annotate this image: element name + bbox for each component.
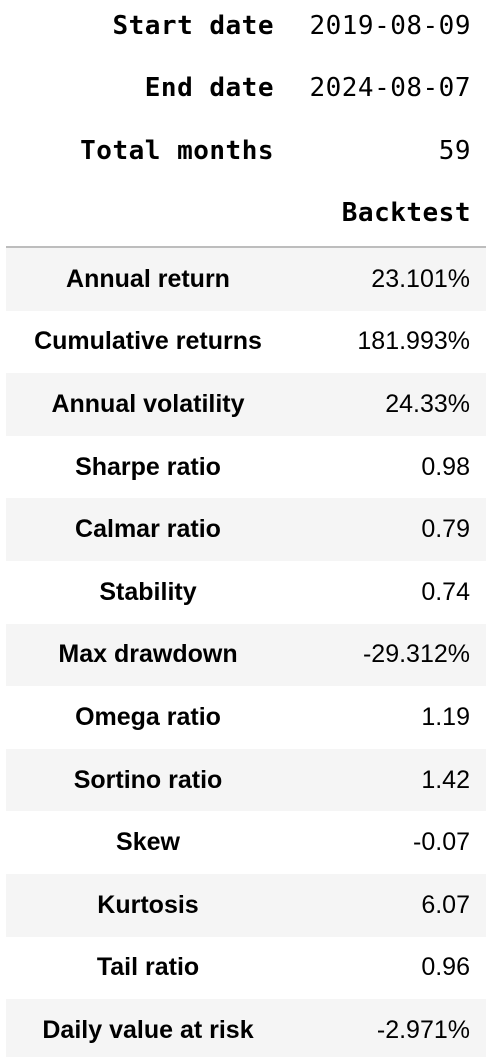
- metric-label: Annual return: [66, 264, 230, 293]
- metric-value: 24.33%: [385, 389, 470, 418]
- table-row: Sharpe ratio 0.98: [6, 436, 486, 499]
- table-row: Omega ratio 1.19: [6, 686, 486, 749]
- metric-value: 1.19: [421, 702, 470, 731]
- meta-label: Total months: [80, 136, 274, 166]
- table-row: Annual return 23.101%: [6, 248, 486, 311]
- column-header-backtest: Backtest: [341, 198, 471, 228]
- metric-value: -29.312%: [362, 640, 470, 669]
- meta-row-total-months: Total months 59: [0, 120, 489, 182]
- metric-value: -0.07: [413, 828, 470, 857]
- metric-label: Tail ratio: [96, 953, 200, 982]
- metric-value: 0.98: [421, 452, 470, 481]
- table-row: Cumulative returns 181.993%: [6, 311, 486, 374]
- metric-label: Omega ratio: [75, 702, 221, 731]
- table-row: Kurtosis 6.07: [6, 873, 486, 937]
- metric-label: Skew: [116, 828, 180, 857]
- meta-row-start-date: Start date 2019-08-09: [0, 0, 489, 57]
- table-row: Tail ratio 0.96: [6, 937, 486, 1000]
- table-row: Skew -0.07: [6, 811, 486, 874]
- table-row: Annual volatility 24.33%: [6, 373, 486, 436]
- meta-value: 59: [438, 136, 471, 166]
- metric-value: -2.971%: [376, 1015, 470, 1044]
- meta-row-end-date: End date 2024-08-07: [0, 57, 489, 119]
- metric-label: Calmar ratio: [75, 515, 221, 544]
- metric-label: Sortino ratio: [73, 765, 223, 794]
- metric-label: Cumulative returns: [34, 327, 262, 356]
- meta-label: End date: [144, 73, 274, 103]
- table-row: Max drawdown -29.312%: [6, 623, 486, 687]
- table-row: Stability 0.74: [6, 561, 486, 624]
- table-row: Daily value at risk -2.971%: [6, 999, 486, 1057]
- column-header-row: Backtest: [0, 182, 489, 244]
- meta-value: 2019-08-09: [309, 11, 471, 41]
- metric-label: Kurtosis: [97, 890, 199, 919]
- metric-value: 0.96: [421, 953, 470, 982]
- metric-label: Sharpe ratio: [75, 452, 221, 481]
- table-row: Sortino ratio 1.42: [6, 748, 486, 812]
- meta-label: Start date: [112, 11, 274, 41]
- metrics-table: Annual return 23.101% Cumulative returns…: [6, 248, 486, 1057]
- meta-value: 2024-08-07: [309, 73, 471, 103]
- table-row: Calmar ratio 0.79: [6, 498, 486, 561]
- metric-label: Annual volatility: [51, 389, 245, 418]
- header-divider: [6, 246, 486, 248]
- metric-label: Max drawdown: [58, 640, 238, 669]
- metric-label: Stability: [99, 577, 197, 606]
- metric-value: 181.993%: [357, 327, 470, 356]
- metric-value: 1.42: [421, 765, 470, 794]
- metric-value: 6.07: [421, 890, 470, 919]
- metric-value: 0.79: [421, 515, 470, 544]
- metric-label: Daily value at risk: [42, 1015, 254, 1044]
- metric-value: 23.101%: [371, 264, 470, 293]
- metric-value: 0.74: [421, 577, 470, 606]
